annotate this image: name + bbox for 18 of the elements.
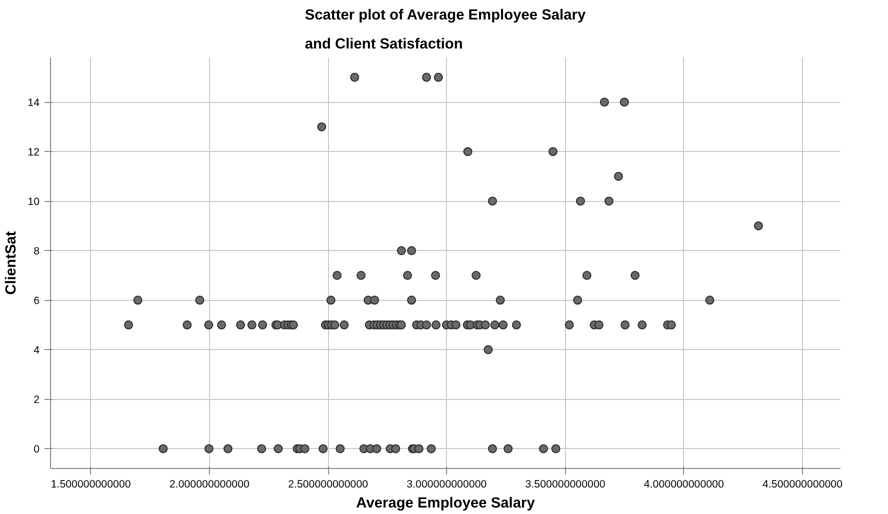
y-tick-label: 0 xyxy=(34,444,40,456)
x-tick-label: 4.000000000000 xyxy=(644,478,724,490)
y-tick-label: 6 xyxy=(34,295,40,308)
x-tick-label: 2.000000000000 xyxy=(169,478,250,490)
x-tick-label: 3.000000000000 xyxy=(406,478,487,490)
x-tick-label: 2.500000000000 xyxy=(288,478,368,490)
chart-title: Scatter plot of Average Employee Salary and Client Satisfaction xyxy=(304,8,586,52)
y-axis-title: ClientSat xyxy=(4,231,20,295)
y-tick-label: 4 xyxy=(34,344,40,357)
x-tick-label: 1.500000000000 xyxy=(50,478,131,490)
y-tick-label: 8 xyxy=(34,246,40,258)
x-tick-label: 3.500000000000 xyxy=(525,478,606,490)
x-axis-title: Average Employee Salary xyxy=(356,496,536,512)
y-tick-label: 10 xyxy=(28,196,40,208)
y-tick-label: 14 xyxy=(28,97,40,110)
x-tick-label: 4.500000000000 xyxy=(762,478,843,490)
y-tick-label: 2 xyxy=(34,394,40,406)
y-tick-label: 12 xyxy=(28,146,40,159)
